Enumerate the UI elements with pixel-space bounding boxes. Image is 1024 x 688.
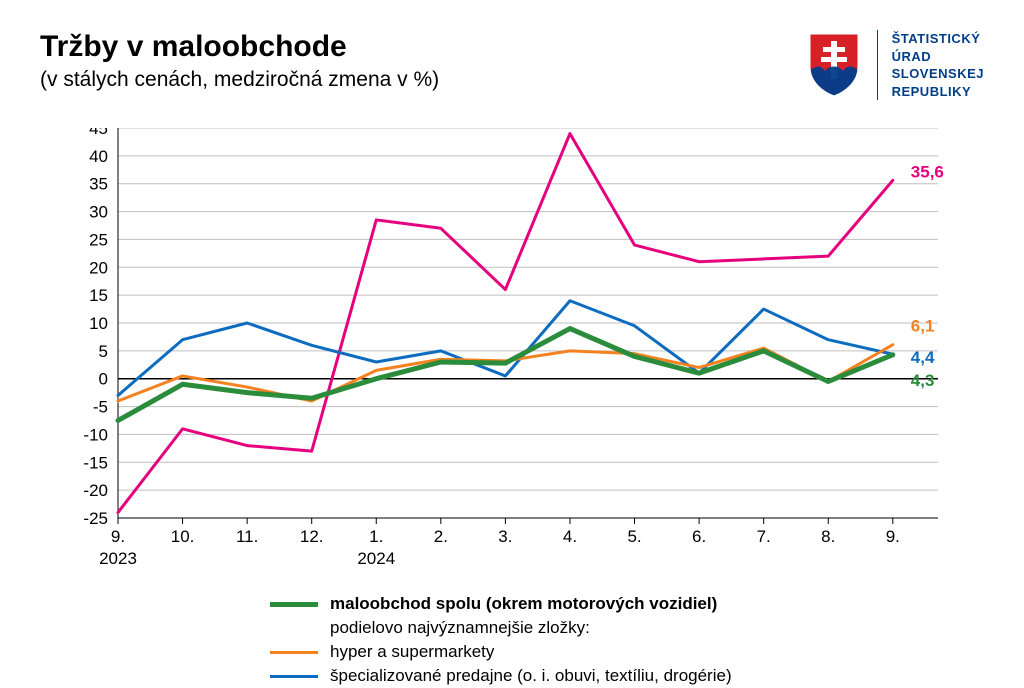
svg-text:25: 25 [89,231,108,250]
svg-text:3.: 3. [498,527,512,546]
legend-swatch [270,602,318,607]
legend-item-specialized: špecializované predajne (o. i. obuvi, te… [270,666,984,686]
svg-text:2.: 2. [434,527,448,546]
svg-text:8.: 8. [821,527,835,546]
svg-text:10: 10 [89,314,108,333]
svg-text:15: 15 [89,286,108,305]
svg-text:1.: 1. [369,527,383,546]
end-label-specialized: 4,4 [911,348,935,367]
svg-text:7.: 7. [757,527,771,546]
svg-text:9.: 9. [886,527,900,546]
page: Tržby v maloobchode (v stálych cenách, m… [0,0,1024,688]
svg-text:40: 40 [89,147,108,166]
svg-text:-5: -5 [93,398,108,417]
svg-text:4.: 4. [563,527,577,546]
svg-text:-20: -20 [83,481,108,500]
svg-text:-25: -25 [83,509,108,528]
svg-text:5.: 5. [627,527,641,546]
shield-icon [805,31,863,99]
svg-text:12.: 12. [300,527,324,546]
svg-text:-15: -15 [83,453,108,472]
page-title: Tržby v maloobchode [40,30,439,64]
legend-item-hyper_super: hyper a supermarkety [270,642,984,662]
title-block: Tržby v maloobchode (v stálych cenách, m… [40,30,439,92]
svg-text:5: 5 [99,342,108,361]
legend: maloobchod spolu (okrem motorových vozid… [270,594,984,688]
chart: -25 -20 -15 -10 -5 0 5 10 15 20 25 30 35 40 45 9. 10. 11.… [40,128,984,588]
legend-swatch [270,651,318,654]
logo-line1: ŠTATISTICKÝ [892,30,984,48]
end-label-mail_order: 35,6 [911,163,944,182]
legend-item-retail_total: maloobchod spolu (okrem motorových vozid… [270,594,984,614]
svg-text:30: 30 [89,203,108,222]
logo-line2: ÚRAD [892,48,984,66]
legend-label: maloobchod spolu (okrem motorových vozid… [330,594,717,614]
svg-text:10.: 10. [171,527,195,546]
svg-text:2024: 2024 [357,549,395,568]
svg-text:2023: 2023 [99,549,137,568]
logo-line4: REPUBLIKY [892,83,984,101]
svg-text:-10: -10 [83,426,108,445]
page-subtitle: (v stálych cenách, medziročná zmena v %) [40,68,439,92]
svg-text:9.: 9. [111,527,125,546]
logo: ŠTATISTICKÝ ÚRAD SLOVENSKEJ REPUBLIKY [805,30,984,100]
legend-label: hyper a supermarkety [330,642,494,662]
series-specialized [118,301,893,396]
end-label-retail_total: 4,3 [911,371,935,390]
logo-text: ŠTATISTICKÝ ÚRAD SLOVENSKEJ REPUBLIKY [877,30,984,100]
svg-text:0: 0 [99,370,108,389]
logo-line3: SLOVENSKEJ [892,65,984,83]
svg-text:20: 20 [89,258,108,277]
svg-text:11.: 11. [236,527,258,546]
line-chart: -25 -20 -15 -10 -5 0 5 10 15 20 25 30 35 40 45 9. 10. 11.… [40,128,984,583]
header: Tržby v maloobchode (v stálych cenách, m… [40,30,984,100]
legend-note: podielovo najvýznamnejšie zložky: [330,618,984,638]
end-label-hyper_super: 6,1 [911,317,935,336]
svg-text:45: 45 [89,128,108,138]
legend-swatch [270,675,318,678]
legend-label: špecializované predajne (o. i. obuvi, te… [330,666,732,686]
svg-text:6.: 6. [692,527,706,546]
svg-text:35: 35 [89,175,108,194]
